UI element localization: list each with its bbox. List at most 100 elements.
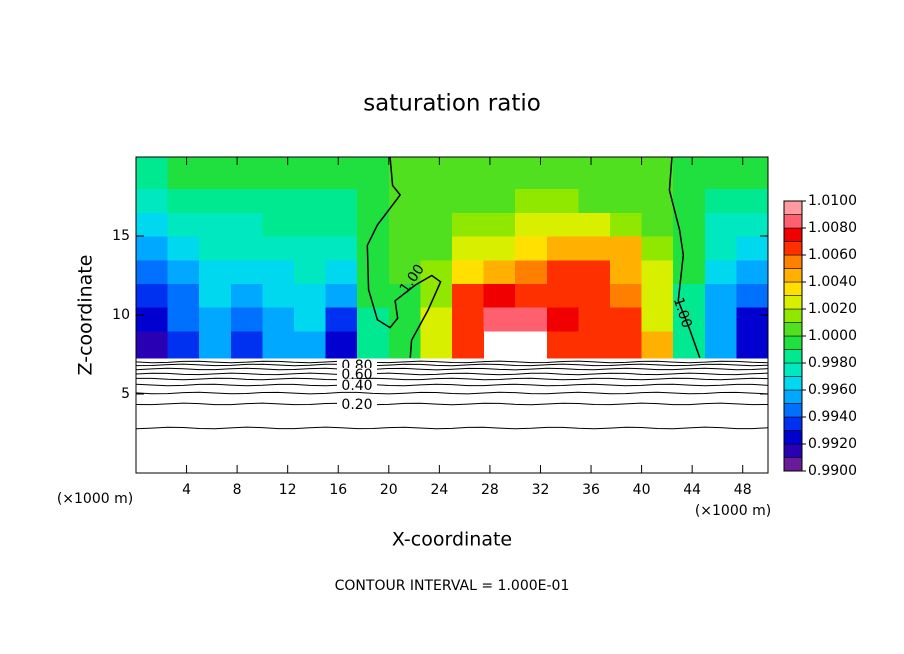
x-tick-label: 20 [380,482,398,498]
field-cell [325,212,358,237]
field-cell [199,236,232,261]
contour-label-bg [337,397,377,410]
field-cell [452,188,485,213]
colorbar-band [783,241,803,256]
colorbar-tick-label: 0.9980 [808,355,857,371]
y-axis-label: Z-coordinate [75,255,97,376]
colorbar-tick-label: 1.0040 [808,274,857,290]
field-cell [420,283,453,308]
field-cell [515,307,548,332]
field-cell [167,212,200,237]
contour-line [135,426,769,430]
field-cell [230,212,263,237]
field-cell [515,188,548,213]
field-cell [578,188,611,213]
field-cell [388,307,421,332]
contour-label: 0.40 [341,378,372,394]
field-cell [704,157,737,190]
field-cell [704,236,737,261]
field-cell [136,283,169,308]
field-cell [136,188,169,213]
field-cell [704,283,737,308]
x-axis-label: X-coordinate [392,529,512,551]
field-cell [420,188,453,213]
field-cell [546,259,579,284]
y-tick-label: 10 [112,307,130,323]
field-cell [704,330,737,359]
x-tick-label: 24 [430,482,448,498]
field-cell [230,157,263,190]
field-cell [420,212,453,237]
contour-line [135,391,769,395]
field-cell [673,330,706,359]
field-cell [388,212,421,237]
field-cell [483,259,516,284]
field-cell [483,283,516,308]
field-cell [546,188,579,213]
field-cell [578,283,611,308]
field-cell [420,259,453,284]
field-cell [546,212,579,237]
field-cell [388,236,421,261]
field-cell [388,283,421,308]
contour-line [135,367,769,371]
field-cell [452,283,485,308]
field-cell [704,259,737,284]
field-cell [357,157,390,190]
field-cell [610,212,643,237]
field-cell [357,259,390,284]
field-cell [262,283,295,308]
field-cell [230,259,263,284]
contour-line [135,372,769,376]
colorbar-band [783,308,803,323]
x-unit-right: (×1000 m) [695,503,771,519]
x-tick-label: 36 [582,482,600,498]
field-cell [357,236,390,261]
field-cell [483,157,516,190]
field-cell [136,259,169,284]
y-tick-label: 5 [121,386,130,402]
colorbar-band [783,416,803,431]
contour-line [135,377,769,381]
field-cell [199,188,232,213]
contour-line [135,363,769,367]
field-cell [546,330,579,359]
colorbar-tick-label: 1.0020 [808,301,857,317]
field-cell [736,330,769,359]
x-tick-label: 40 [633,482,651,498]
colorbar-band [783,430,803,445]
field-cell [199,259,232,284]
field-cell [483,236,516,261]
field-cell [736,307,769,332]
field-cell [610,330,643,359]
field-cell [420,307,453,332]
field-cell [736,212,769,237]
field-cell [325,307,358,332]
x-tick-label: 44 [683,482,701,498]
colorbar-tick-label: 0.9960 [808,382,857,398]
colorbar-band [783,200,803,215]
colorbar-band [783,403,803,418]
field-cell [515,283,548,308]
field-cell [167,188,200,213]
field-cell [736,236,769,261]
contour-label-bg [337,358,377,371]
colorbar-tick-label: 1.0080 [808,220,857,236]
field-cell [736,188,769,213]
field-cell [483,188,516,213]
field-cell [452,330,485,359]
colorbar-tick-label: 1.0000 [808,328,857,344]
colorbar-tick-label: 1.0060 [808,247,857,263]
field-cell [325,188,358,213]
field-cell [641,259,674,284]
field-cell [673,236,706,261]
field-cell [199,283,232,308]
field-cell [262,236,295,261]
field-cell [325,157,358,190]
field-cell [357,307,390,332]
field-cell [578,307,611,332]
field-cell [136,330,169,359]
colorbar-band [783,281,803,296]
field-cell [420,157,453,190]
field-cell [546,307,579,332]
